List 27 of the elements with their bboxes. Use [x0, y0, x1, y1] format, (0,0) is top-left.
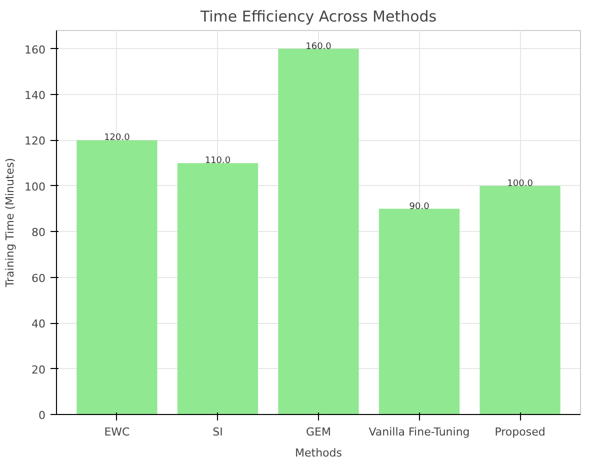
data-label: 160.0 — [306, 42, 332, 52]
bar — [480, 186, 560, 414]
y-tick-label: 100 — [24, 180, 46, 194]
x-tick-label: SI — [212, 426, 223, 438]
x-tick-label: EWC — [104, 426, 130, 438]
y-axis-title: Training Time (Minutes) — [4, 158, 17, 288]
y-tick-label: 120 — [24, 134, 46, 148]
bar — [278, 48, 359, 414]
bar — [177, 163, 258, 414]
bar — [378, 208, 460, 414]
x-tick-label: Vanilla Fine-Tuning — [368, 426, 470, 438]
y-tick-label: 40 — [32, 318, 46, 331]
y-tick-label: 160 — [24, 43, 46, 56]
y-tick-label: 60 — [32, 272, 46, 285]
data-label: 110.0 — [204, 156, 231, 166]
x-tick-label: GEM — [306, 426, 331, 438]
y-tick-label: 20 — [32, 363, 46, 376]
data-label: 90.0 — [409, 202, 430, 212]
x-tick-label: Proposed — [494, 426, 546, 438]
x-axis-title: Methods — [295, 446, 342, 460]
y-tick-label: 140 — [24, 89, 46, 102]
bar — [76, 140, 158, 414]
data-label: 100.0 — [507, 178, 534, 189]
data-label: 120.0 — [104, 133, 130, 144]
y-tick-label: 0 — [38, 409, 46, 422]
y-tick-label: 80 — [32, 226, 46, 240]
chart-title: Time Efficiency Across Methods — [199, 8, 437, 26]
